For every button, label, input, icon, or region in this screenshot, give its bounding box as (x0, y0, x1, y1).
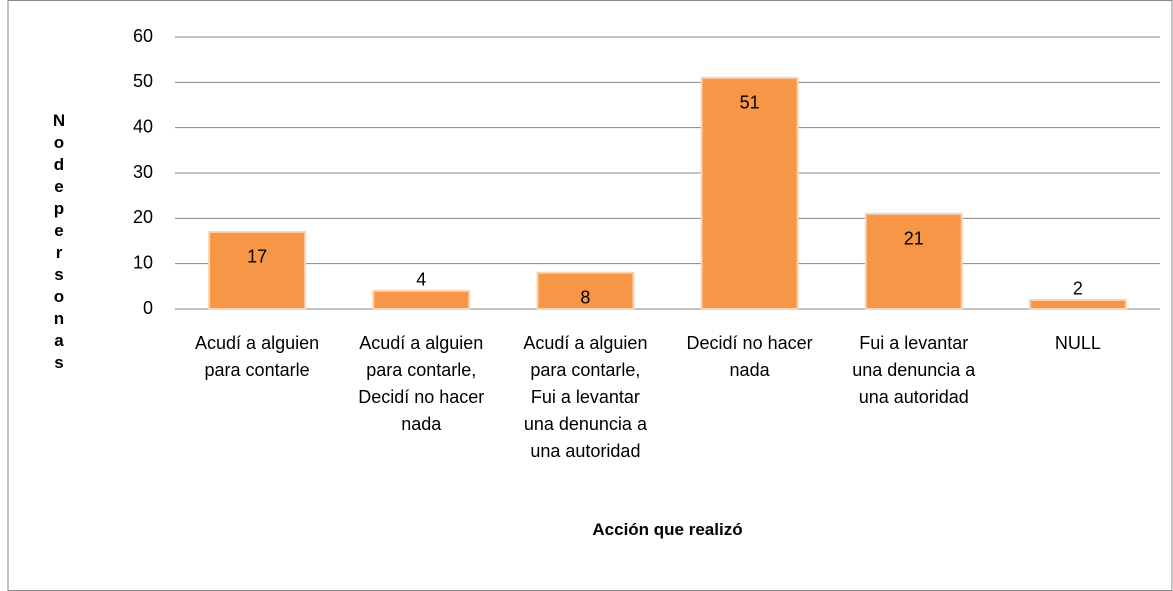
data-label: 51 (740, 93, 760, 113)
y-tick-label: 50 (133, 71, 153, 91)
y-tick-label: 60 (133, 26, 153, 46)
y-axis-label: No de personas (52, 111, 66, 372)
y-tick-label: 30 (133, 162, 153, 182)
x-axis-label: Acción que realizó (592, 520, 743, 539)
bar (700, 76, 799, 310)
data-label: 17 (247, 247, 267, 267)
y-tick-label: 20 (133, 207, 153, 227)
x-tick-label: Fui a levantar una denuncia a una autori… (852, 333, 976, 407)
data-label: 21 (904, 229, 924, 249)
data-label: 4 (416, 270, 426, 290)
data-label: 8 (580, 287, 590, 307)
y-tick-label: 10 (133, 252, 153, 272)
x-tick-label: Acudí a alguien para contarle, Decidí no… (358, 333, 485, 434)
bar (864, 212, 963, 310)
bar (536, 271, 635, 311)
bar (208, 230, 307, 310)
x-tick-label: Acudí a alguien para contarle, Fui a lev… (523, 333, 648, 461)
bar (372, 289, 471, 311)
bar (1028, 298, 1127, 310)
y-tick-label: 40 (133, 116, 153, 136)
x-tick-label: NULL (1054, 333, 1101, 353)
y-tick-label: 0 (143, 298, 153, 318)
x-tick-label: Decidí no hacer nada (686, 333, 813, 380)
data-label: 2 (1073, 279, 1083, 299)
x-tick-label: Acudí a alguien para contarle (195, 333, 320, 380)
